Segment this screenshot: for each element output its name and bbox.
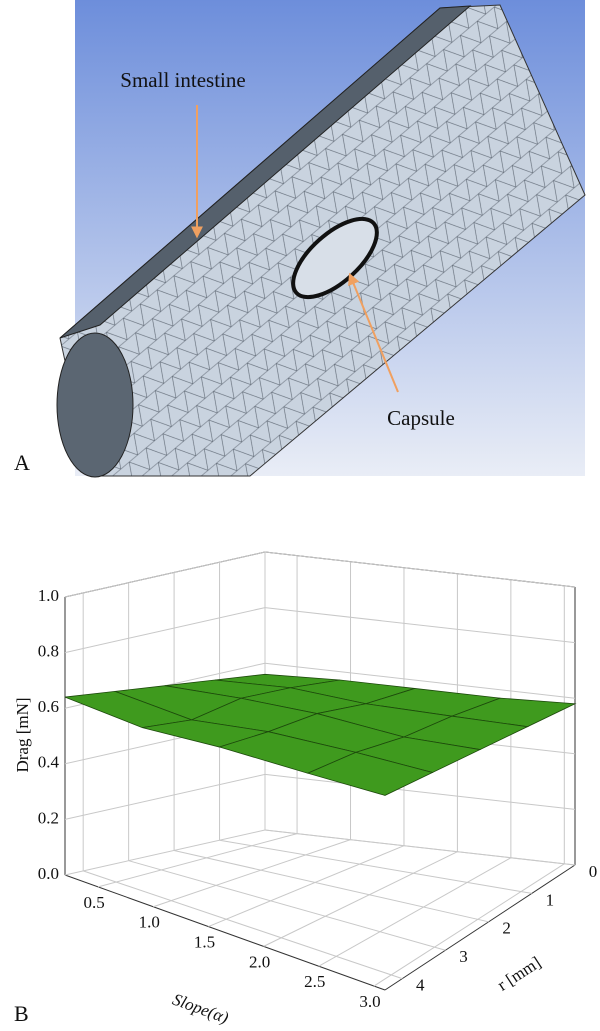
grid-line	[264, 773, 576, 810]
x-tick-label: 1.5	[194, 932, 215, 951]
x-tick-label: 0.5	[83, 893, 104, 912]
x-tick-label: 2.5	[304, 972, 325, 991]
y-tick-label: 2	[502, 919, 511, 938]
x-tick-label: 2.0	[249, 952, 270, 971]
grid-line	[64, 607, 266, 654]
arrow	[348, 272, 399, 393]
surface-patch	[306, 751, 434, 796]
y-axis-label: r [mm]	[494, 953, 544, 995]
grid-line	[264, 607, 576, 644]
grid-line	[264, 551, 576, 588]
grid-line	[373, 863, 565, 987]
grid-line	[83, 870, 403, 980]
grid-line	[264, 829, 576, 866]
grid-line	[318, 857, 512, 967]
y-tick-label: 1	[546, 890, 555, 909]
grid-line	[263, 851, 458, 947]
annotation: Capsule	[387, 406, 455, 430]
grid-line	[64, 551, 266, 598]
grid-line	[64, 829, 266, 876]
z-tick-label: 0.4	[38, 753, 60, 772]
grid-line	[64, 773, 266, 820]
grid-line	[219, 839, 532, 894]
z-tick-label: 0.8	[38, 642, 59, 661]
x-tick-label: 1.0	[139, 913, 160, 932]
z-tick-label: 0.6	[38, 697, 59, 716]
grid-line	[97, 833, 298, 888]
grid-line	[264, 662, 576, 699]
z-tick-label: 1.0	[38, 586, 59, 605]
intestine-end	[56, 332, 134, 478]
panel-label: B	[14, 1001, 29, 1026]
z-tick-label: 0.0	[38, 864, 59, 883]
grid-line	[128, 860, 446, 951]
z-axis-label: Drag [mN]	[13, 697, 32, 772]
y-tick-label: 4	[416, 976, 425, 995]
grid-line	[208, 845, 405, 928]
panel-a: Small intestine Capsule A	[14, 0, 586, 478]
grid-line	[173, 849, 489, 923]
z-tick-label: 0.2	[38, 808, 59, 827]
annotation: Small intestine	[120, 68, 245, 92]
axis-line	[64, 874, 386, 991]
x-tick-label: 3.0	[359, 992, 380, 1011]
axis-line	[384, 864, 576, 991]
y-tick-label: 0	[589, 862, 598, 881]
panel-label: A	[14, 450, 30, 475]
intestine-side	[59, 5, 472, 339]
grid-line	[153, 839, 351, 908]
panel-b: B Drag [mN] Slope(α) r [mm] 0.0 0.2 0.4 0.6…	[13, 551, 598, 1028]
x-axis-label: Slope(α)	[170, 990, 231, 1028]
y-tick-label: 3	[459, 947, 468, 966]
